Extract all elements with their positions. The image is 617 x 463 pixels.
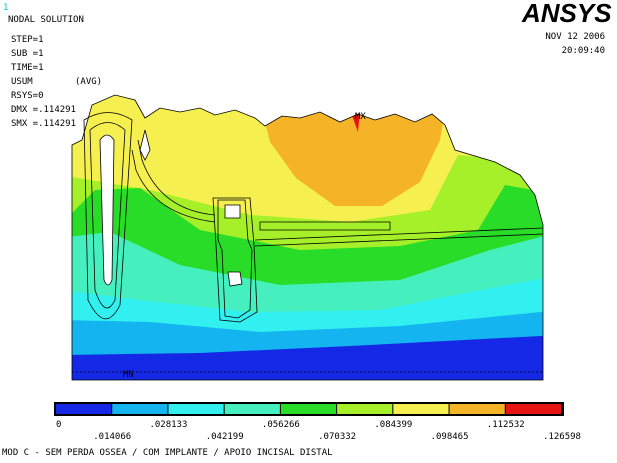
legend-label: .112532: [487, 420, 525, 430]
legend-label: .126598: [543, 432, 581, 442]
legend-label: .042199: [206, 432, 244, 442]
max-marker: MX: [355, 112, 366, 122]
legend-label: .014066: [93, 432, 131, 442]
window-number: 1: [3, 3, 8, 13]
logo: ANSYS: [521, 0, 612, 28]
date: NOV 12 2006: [545, 32, 605, 42]
legend-label: .084399: [374, 420, 412, 430]
legend-swatch: [56, 404, 112, 414]
legend-swatch: [505, 404, 561, 414]
legend-label: .056266: [262, 420, 300, 430]
geometry-lines: [72, 112, 544, 373]
legend-swatch: [393, 404, 449, 414]
legend-label: .028133: [149, 420, 187, 430]
legend-swatch: [224, 404, 280, 414]
avg-label: (AVG): [75, 77, 102, 87]
time: 20:09:40: [562, 46, 605, 56]
header-lines: STEP=1 SUB =1 TIME=1 USUM RSYS=0 DMX =.114291…: [11, 35, 76, 129]
legend-swatch: [337, 404, 393, 414]
outline: [71, 94, 544, 381]
header-line: SUB =1: [11, 49, 44, 59]
legend-label: .098465: [431, 432, 469, 442]
contour-plot: [72, 95, 543, 380]
band: [72, 335, 543, 380]
header-line: RSYS=0: [11, 91, 44, 101]
min-marker: MN: [123, 370, 134, 380]
band: [262, 110, 445, 206]
legend-swatch: [280, 404, 337, 414]
legend-swatch: [112, 404, 168, 414]
legend-swatch: [168, 404, 224, 414]
legend-label: 0: [56, 420, 61, 430]
caption: MOD C - SEM PERDA OSSEA / COM IMPLANTE /…: [2, 448, 333, 458]
legend: 0 .014066 .028133 .042199 .056266 .070332 .084…: [54, 402, 581, 442]
header-line: DMX =.114291: [11, 105, 76, 115]
header-line: TIME=1: [11, 63, 44, 73]
header-line: SMX =.114291: [11, 119, 76, 129]
legend-label: .070332: [318, 432, 356, 442]
plot-title: NODAL SOLUTION: [8, 15, 84, 25]
header-line: USUM: [11, 77, 33, 87]
header-line: STEP=1: [11, 35, 44, 45]
legend-swatch: [449, 404, 505, 414]
